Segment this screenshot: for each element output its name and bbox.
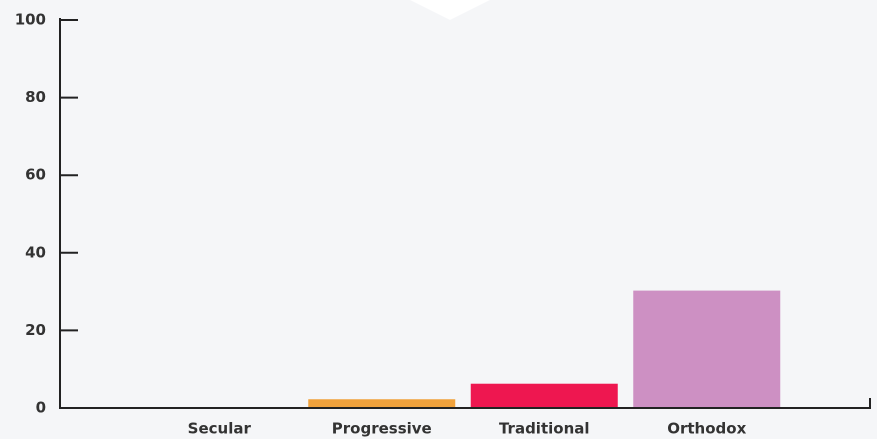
x-tick-label: Orthodox: [667, 420, 746, 438]
y-tick-label: 80: [25, 88, 46, 106]
y-tick-label: 60: [25, 166, 46, 184]
x-tick-label: Traditional: [499, 420, 590, 438]
x-tick-label: Secular: [188, 420, 252, 438]
y-tick-label: 0: [36, 399, 46, 417]
bar: [470, 383, 618, 407]
y-tick-label: 40: [25, 243, 46, 261]
x-tick-label: Progressive: [332, 420, 432, 438]
bar: [308, 399, 456, 407]
y-tick-label: 20: [25, 321, 46, 339]
y-tick-label: 100: [15, 11, 46, 29]
bar: [633, 290, 781, 407]
decoration: [410, 0, 490, 20]
